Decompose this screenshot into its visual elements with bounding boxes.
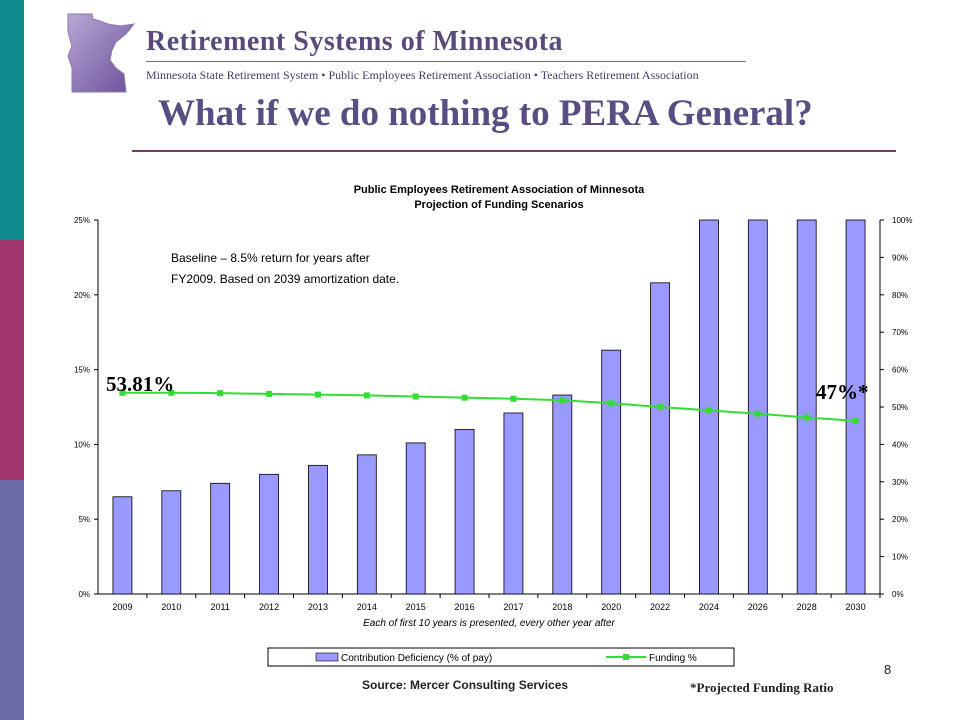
funding-point xyxy=(705,407,712,414)
deficiency-bar xyxy=(161,490,182,595)
header-divider xyxy=(146,61,746,62)
x-tick-label: 2014 xyxy=(357,602,377,612)
funding-point xyxy=(608,400,615,407)
left-tick-label: 20% xyxy=(74,291,90,300)
legend-line-marker xyxy=(623,654,629,660)
funding-point xyxy=(363,392,370,399)
x-axis-label: Each of first 10 years is presented, eve… xyxy=(363,618,615,629)
deficiency-bar xyxy=(405,442,426,595)
funding-point xyxy=(266,390,273,397)
funding-point xyxy=(314,391,321,398)
deficiency-bar xyxy=(796,219,817,595)
funding-point xyxy=(852,417,859,424)
x-tick-label: 2018 xyxy=(552,602,572,612)
deficiency-bar xyxy=(454,429,475,595)
funding-ratio-footnote: *Projected Funding Ratio xyxy=(690,680,834,695)
page-number: 8 xyxy=(884,662,892,677)
chart-layer: Public Employees Retirement Association … xyxy=(74,184,912,667)
decorative-band-teal xyxy=(0,0,24,240)
x-tick-label: 2012 xyxy=(259,602,279,612)
right-tick-label: 10% xyxy=(892,553,908,562)
legend-box xyxy=(267,647,735,667)
funding-point xyxy=(412,393,419,400)
funding-point xyxy=(217,390,224,397)
decorative-band-purple xyxy=(0,480,24,720)
left-tick-label: 25% xyxy=(74,216,90,225)
right-tick-label: 30% xyxy=(892,478,908,487)
right-tick-label: 60% xyxy=(892,366,908,375)
right-tick-label: 40% xyxy=(892,440,908,449)
deficiency-bar xyxy=(699,219,719,595)
deficiency-bar xyxy=(601,349,622,595)
x-tick-label: 2011 xyxy=(211,602,230,612)
right-tick-label: 90% xyxy=(892,253,908,262)
deficiency-bar xyxy=(259,473,279,595)
x-tick-label: 2026 xyxy=(748,602,768,612)
deficiency-bar xyxy=(747,219,768,595)
deficiency-bar xyxy=(356,454,377,595)
funding-point xyxy=(803,414,810,421)
left-tick-label: 15% xyxy=(74,366,90,375)
funding-point xyxy=(657,404,664,410)
x-tick-label: 2030 xyxy=(846,602,866,612)
deficiency-bar xyxy=(308,464,328,595)
x-tick-label: 2028 xyxy=(797,602,817,612)
x-tick-label: 2024 xyxy=(699,602,719,612)
right-tick-label: 70% xyxy=(892,328,908,337)
right-tick-label: 80% xyxy=(892,291,908,300)
funding-point xyxy=(754,410,761,417)
funding-point xyxy=(119,389,126,396)
funding-start-label: 53.81% xyxy=(106,372,174,396)
right-tick-label: 0% xyxy=(892,590,904,599)
left-tick-label: 10% xyxy=(74,440,90,449)
decorative-band-magenta xyxy=(0,240,24,480)
deficiency-bar xyxy=(552,394,573,595)
x-tick-label: 2022 xyxy=(650,602,670,612)
left-tick-label: 0% xyxy=(78,590,90,599)
x-tick-label: 2009 xyxy=(112,602,132,612)
chart-subtitle: Projection of Funding Scenarios xyxy=(414,199,583,211)
x-tick-label: 2017 xyxy=(503,602,523,612)
deficiency-bar xyxy=(112,496,133,595)
funding-point xyxy=(559,397,566,404)
legend-bar-label: Contribution Deficiency (% of pay) xyxy=(341,653,492,664)
source-note: Source: Mercer Consulting Services xyxy=(362,678,569,692)
deficiency-bar xyxy=(210,482,231,595)
funding-point xyxy=(168,389,175,396)
baseline-annotation-line2: FY2009. Based on 2039 amortization date. xyxy=(171,272,399,286)
deficiency-bar xyxy=(650,282,670,595)
legend-line-label: Funding % xyxy=(649,653,697,664)
slide-title: What if we do nothing to PERA General? xyxy=(158,93,813,134)
title-divider xyxy=(132,150,896,152)
right-tick-label: 20% xyxy=(892,515,908,524)
chart-title: Public Employees Retirement Association … xyxy=(354,184,645,196)
funding-point xyxy=(461,394,468,401)
x-tick-label: 2020 xyxy=(601,602,621,612)
funding-end-label: 47%* xyxy=(816,380,869,404)
x-tick-label: 2010 xyxy=(161,602,181,612)
funding-line xyxy=(122,391,856,422)
right-tick-label: 100% xyxy=(892,216,912,225)
left-tick-label: 5% xyxy=(78,515,90,524)
x-tick-label: 2013 xyxy=(308,602,328,612)
deficiency-bar xyxy=(845,219,866,595)
x-tick-label: 2015 xyxy=(406,602,426,612)
minnesota-state-outline-icon xyxy=(67,13,136,93)
deficiency-bar xyxy=(503,412,524,595)
funding-point xyxy=(510,395,517,402)
baseline-annotation-line1: Baseline – 8.5% return for years after xyxy=(171,251,370,265)
x-tick-label: 2016 xyxy=(455,602,475,612)
right-tick-label: 50% xyxy=(892,403,908,412)
legend-bar-swatch xyxy=(315,652,339,662)
organization-subtitle: Minnesota State Retirement System • Publ… xyxy=(146,68,699,82)
organization-title: Retirement Systems of Minnesota xyxy=(146,26,564,57)
